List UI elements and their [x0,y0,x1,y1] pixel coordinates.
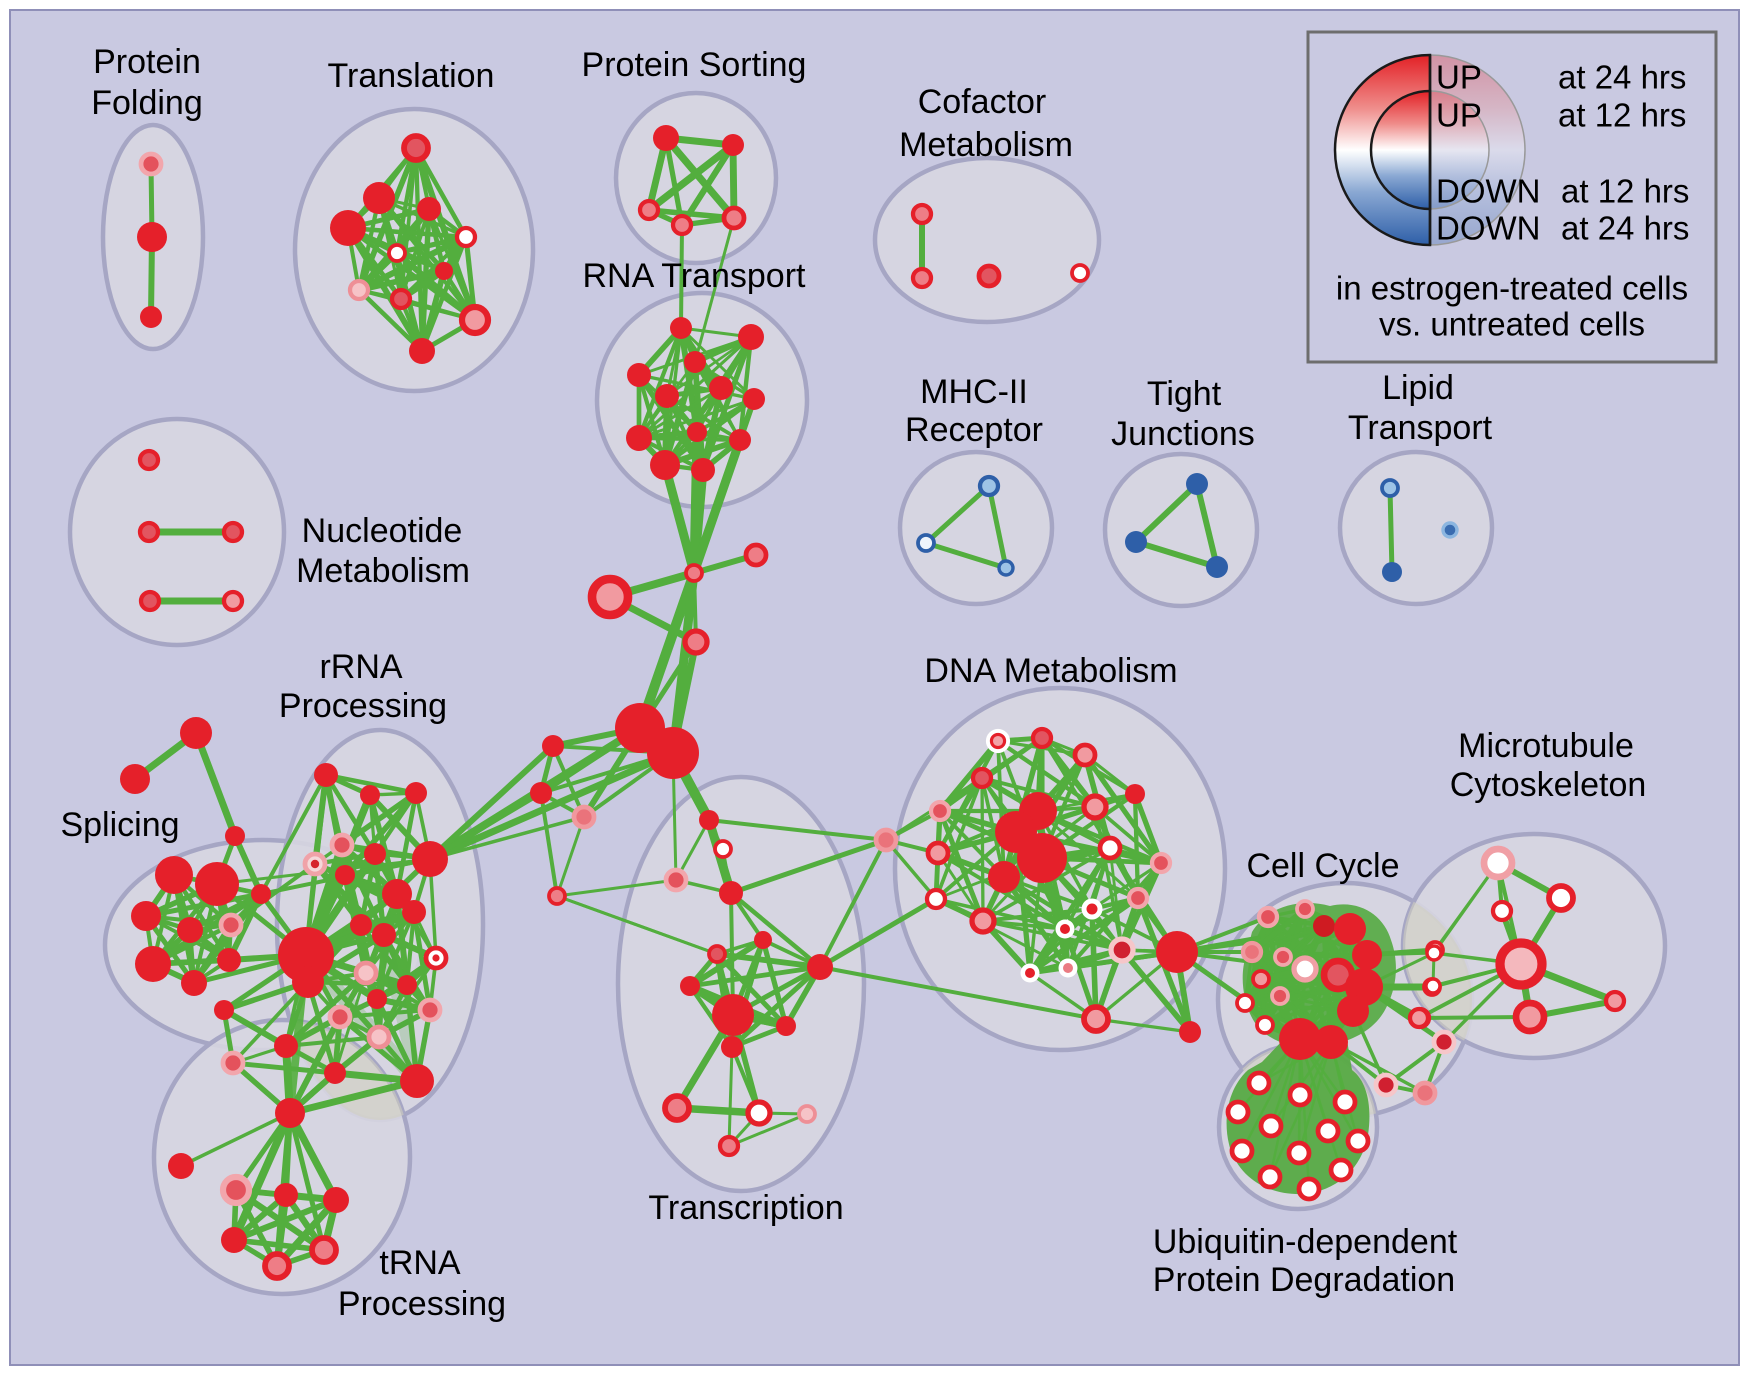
svg-text:Junctions: Junctions [1111,415,1255,453]
svg-text:Transcription: Transcription [648,1189,843,1227]
svg-text:Metabolism: Metabolism [899,126,1073,164]
svg-text:Microtubule: Microtubule [1458,727,1634,765]
svg-text:Metabolism: Metabolism [296,552,470,590]
svg-text:rRNA: rRNA [319,648,402,686]
svg-text:Protein Sorting: Protein Sorting [582,46,807,84]
svg-text:at 24 hrs: at 24 hrs [1561,210,1689,247]
svg-text:DNA Metabolism: DNA Metabolism [924,652,1177,690]
svg-text:Processing: Processing [338,1285,506,1323]
svg-text:DOWN: DOWN [1436,210,1540,247]
svg-text:MHC-II: MHC-II [920,373,1028,411]
svg-text:Nucleotide: Nucleotide [302,512,463,550]
svg-text:Processing: Processing [279,687,447,725]
svg-text:Cell Cycle: Cell Cycle [1246,847,1399,885]
svg-text:Receptor: Receptor [905,411,1043,449]
svg-text:Protein Degradation: Protein Degradation [1153,1261,1455,1299]
svg-text:in estrogen-treated cells: in estrogen-treated cells [1336,270,1688,307]
svg-text:UP: UP [1436,59,1482,96]
svg-text:Transport: Transport [1348,409,1493,447]
svg-text:Ubiquitin-dependent: Ubiquitin-dependent [1153,1223,1458,1261]
svg-text:DOWN: DOWN [1436,173,1540,210]
svg-text:at 12 hrs: at 12 hrs [1561,173,1689,210]
svg-text:at 24 hrs: at 24 hrs [1558,59,1686,96]
svg-text:Cofactor: Cofactor [918,83,1047,121]
svg-text:vs. untreated cells: vs. untreated cells [1379,306,1645,343]
svg-text:Folding: Folding [91,84,203,122]
svg-text:Protein: Protein [93,43,201,81]
svg-text:Cytoskeleton: Cytoskeleton [1450,766,1647,804]
svg-text:UP: UP [1436,97,1482,134]
svg-text:at 12 hrs: at 12 hrs [1558,97,1686,134]
svg-text:RNA Transport: RNA Transport [583,257,807,295]
svg-text:tRNA: tRNA [379,1244,461,1282]
svg-text:Tight: Tight [1147,375,1222,413]
svg-text:Splicing: Splicing [60,806,179,844]
svg-text:Lipid: Lipid [1382,369,1454,407]
svg-text:Translation: Translation [328,57,495,95]
